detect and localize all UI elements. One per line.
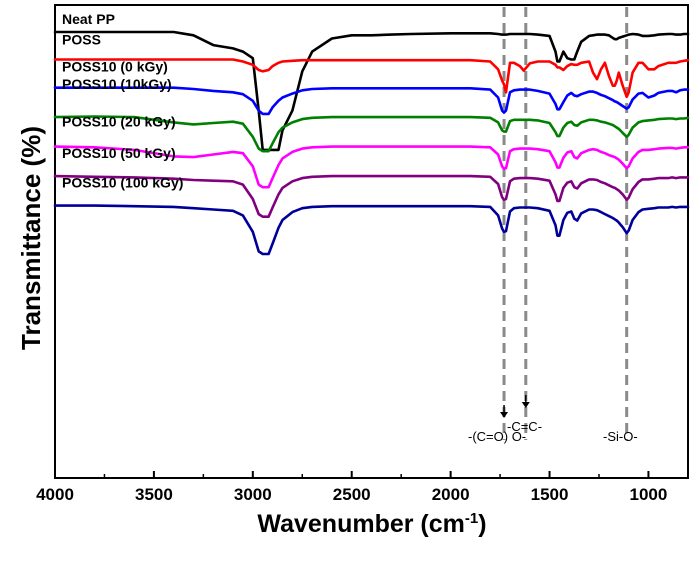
x-tick-label-1: 3500: [135, 485, 173, 504]
series-label-0: Neat PP: [62, 11, 115, 27]
series-line-5: [53, 174, 690, 218]
series-line-3: [53, 115, 690, 153]
x-tick-label-6: 1000: [630, 485, 668, 504]
x-tick-label-5: 1500: [531, 485, 569, 504]
x-tick-label-4: 2000: [432, 485, 470, 504]
x-tick-label-3: 2500: [333, 485, 371, 504]
x-axis-title: Wavenumber (cm-1): [257, 510, 486, 538]
series-label-3: POSS10 (10kGy): [62, 76, 172, 92]
series-label-4: POSS10 (20 kGy): [62, 114, 176, 130]
arrow-head-0: [500, 412, 509, 418]
series-label-5: POSS10 (50 kGy): [62, 145, 176, 161]
series-label-1: POSS: [62, 32, 101, 48]
series-line-2: [53, 86, 690, 116]
series-line-4: [53, 145, 690, 189]
y-axis-title: Transmittance (%): [16, 126, 46, 350]
plot-frame: [54, 4, 689, 479]
x-tick-label-0: 4000: [36, 485, 74, 504]
band-annotation-2: -Si-O-: [603, 429, 638, 444]
x-tick-label-2: 3000: [234, 485, 272, 504]
series-line-0: [53, 30, 690, 152]
series-line-1: [53, 58, 690, 99]
series-line-6: [53, 204, 690, 256]
series-label-2: POSS10 (0 kGy): [62, 59, 168, 75]
arrow-head-1: [521, 402, 530, 408]
band-annotation-1: -C=C-: [507, 419, 542, 434]
series-label-6: POSS10 (100 kGy): [62, 175, 183, 191]
band-annotation-0: -(C=O) O-: [468, 429, 526, 444]
